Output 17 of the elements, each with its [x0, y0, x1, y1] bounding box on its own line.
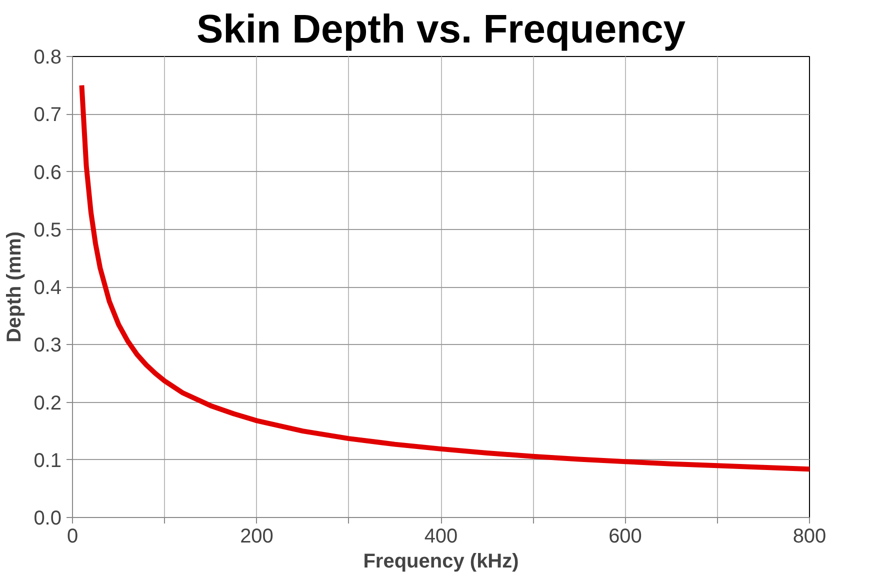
y-tick-label: 0.8 [34, 46, 62, 68]
chart-title: Skin Depth vs. Frequency [196, 8, 686, 52]
y-tick-label: 0.7 [34, 104, 62, 126]
y-tick-label: 0.2 [34, 392, 62, 414]
x-tick-label: 800 [792, 526, 826, 548]
y-tick-label: 0.6 [34, 162, 62, 184]
y-tick-label: 0.4 [34, 277, 62, 299]
y-tick-label: 0.0 [34, 508, 62, 530]
x-tick-label: 200 [240, 526, 274, 548]
y-tick-label: 0.5 [34, 219, 62, 242]
y-axis-title: Depth (mm) [4, 231, 26, 343]
y-tick-label: 0.1 [34, 450, 62, 472]
x-tick-label: 0 [66, 526, 78, 548]
x-tick-label: 400 [424, 526, 458, 548]
x-tick-label: 600 [608, 526, 642, 548]
x-axis-title: Frequency (kHz) [363, 550, 519, 572]
y-tick-label: 0.3 [34, 334, 62, 357]
